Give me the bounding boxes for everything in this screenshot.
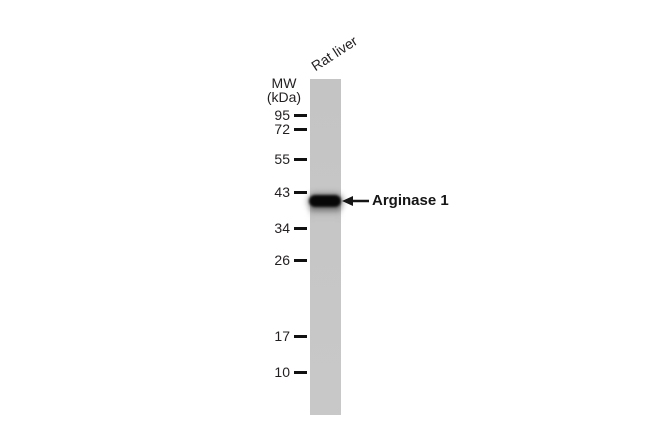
mw-marker-tick (294, 258, 307, 262)
band-smear (309, 206, 341, 222)
lane-label: Rat liver (308, 32, 361, 74)
gel-lane (310, 79, 341, 415)
mw-marker-tick (294, 190, 307, 194)
mw-marker-label: 55 (274, 151, 290, 167)
mw-marker-tick (294, 226, 307, 230)
mw-marker-label: 95 (274, 107, 290, 123)
mw-marker-label: 10 (274, 364, 290, 380)
mw-marker-label: 17 (274, 328, 290, 344)
mw-marker-label: 34 (274, 220, 290, 236)
left-arrow-icon (342, 196, 369, 206)
mw-header-line1: MW (271, 75, 297, 91)
mw-axis-header: MW (kDa) (262, 76, 306, 104)
mw-marker-tick (294, 334, 307, 338)
mw-marker-tick (294, 370, 307, 374)
mw-marker-label: 72 (274, 121, 290, 137)
protein-band (309, 195, 341, 207)
band-annotation-label: Arginase 1 (372, 192, 449, 209)
mw-marker-tick (294, 157, 307, 161)
mw-marker-tick (294, 113, 307, 117)
mw-header-line2: (kDa) (266, 89, 302, 105)
mw-marker-tick (294, 127, 307, 131)
mw-marker-label: 26 (274, 252, 290, 268)
mw-marker-label: 43 (274, 184, 290, 200)
